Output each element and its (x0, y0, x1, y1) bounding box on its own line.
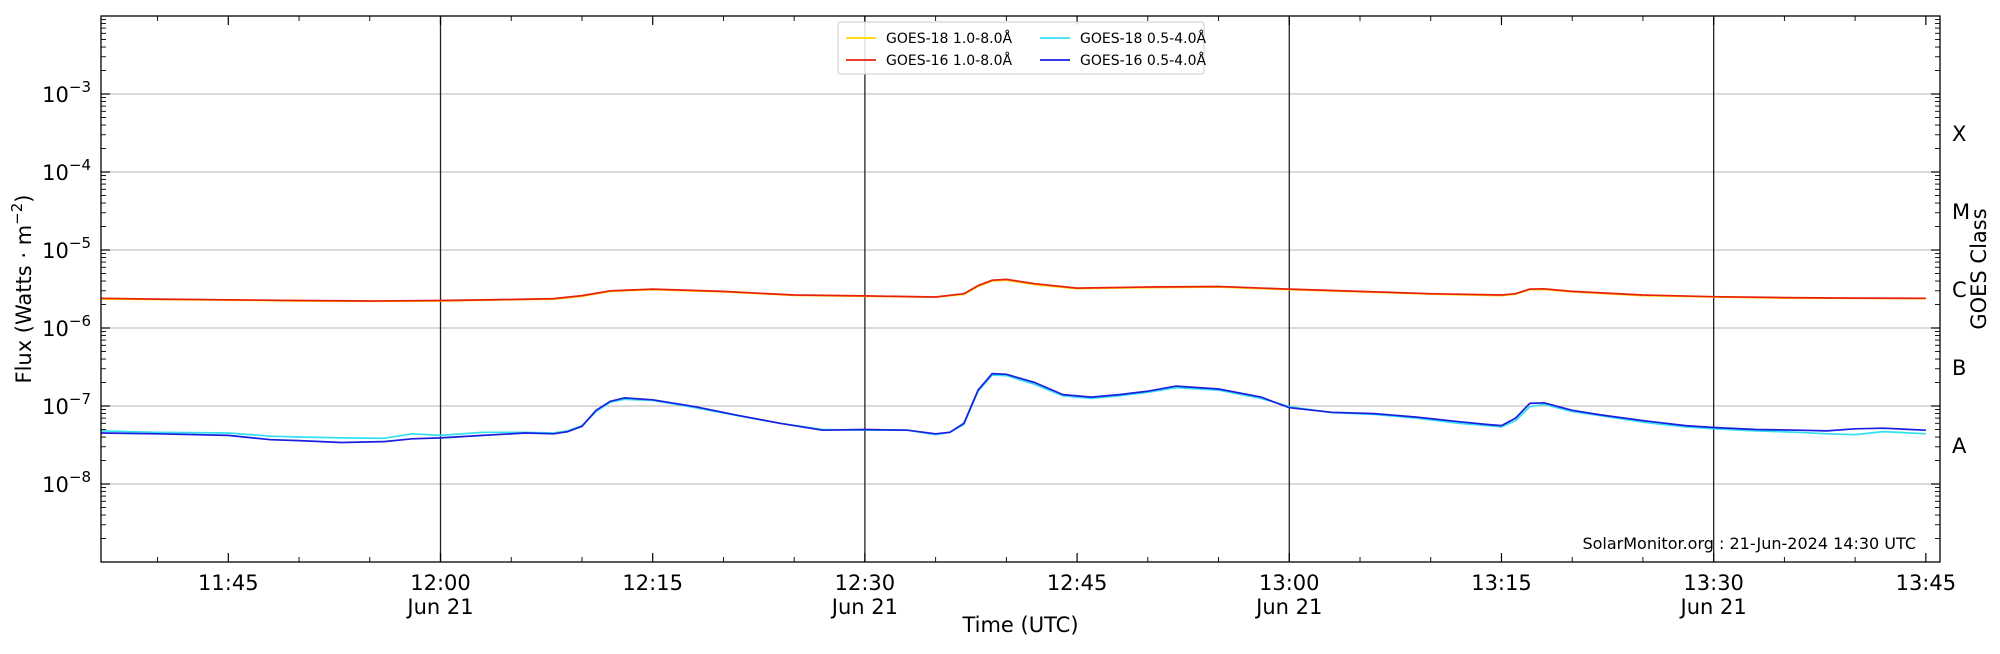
y-axis-label: Flux (Watts · m−2) (8, 194, 36, 383)
y-tick-base: 10 (42, 83, 69, 107)
y-tick-exponent: −3 (69, 78, 91, 96)
goes-class-label: C (1952, 278, 1967, 302)
goes-class-label: X (1952, 122, 1966, 146)
y-axis-label-suffix: ) (12, 194, 36, 202)
legend-label-1: GOES-18 1.0-8.0Å (886, 30, 1012, 47)
legend-label-2: GOES-16 1.0-8.0Å (886, 52, 1012, 69)
x-tick-date-label: Jun 21 (1679, 595, 1747, 619)
goes-class-label: B (1952, 356, 1966, 380)
x-tick-date-label: Jun 21 (405, 595, 473, 619)
legend-label-3: GOES-18 0.5-4.0Å (1080, 30, 1206, 47)
grid-layer (101, 93, 1940, 485)
y-axis-label-main: Flux (Watts · m (12, 225, 36, 384)
series-line-1 (100, 279, 1926, 303)
x-tick-label: 12:00 (410, 571, 471, 595)
y-tick-label: 10−7 (42, 390, 91, 419)
series-layer (100, 278, 1926, 444)
x-tick-label: 11:45 (198, 571, 259, 595)
y-tick-base: 10 (42, 395, 69, 419)
y-tick-label: 10−6 (42, 312, 91, 341)
y-tick-base: 10 (42, 239, 69, 263)
goes-class-label: A (1952, 434, 1967, 458)
x-tick-label: 13:45 (1896, 571, 1957, 595)
y-tick-label: 10−4 (42, 156, 91, 185)
y-tick-exponent: −6 (69, 312, 91, 330)
x-tick-label: 13:00 (1259, 571, 1320, 595)
series-line-4 (100, 372, 1926, 444)
x-tick-label: 13:30 (1683, 571, 1744, 595)
series-line-3 (100, 374, 1926, 440)
y-tick-exponent: −4 (69, 156, 91, 174)
x-tick-date-label: Jun 21 (1254, 595, 1322, 619)
x-tick-label: 12:45 (1047, 571, 1108, 595)
x-tick-label: 12:15 (622, 571, 683, 595)
y-tick-exponent: −5 (69, 234, 91, 252)
legend-items: GOES-18 1.0-8.0Å GOES-16 1.0-8.0Å GOES-18 … (846, 30, 1206, 69)
legend-box (837, 21, 1205, 75)
y-tick-base: 10 (42, 317, 69, 341)
legend: GOES-18 1.0-8.0Å GOES-16 1.0-8.0Å GOES-18 … (837, 21, 1206, 75)
y-tick-label: 10−3 (42, 78, 91, 107)
goes-class-axis-label: GOES Class (1967, 208, 1991, 329)
legend-label-4: GOES-16 0.5-4.0Å (1080, 52, 1206, 69)
x-tick-date-label: Jun 21 (830, 595, 898, 619)
y-tick-base: 10 (42, 473, 69, 497)
goes-class-label: M (1952, 200, 1970, 224)
y-tick-label: 10−8 (42, 468, 91, 497)
tick-layer (101, 16, 1940, 562)
x-tick-label: 13:15 (1471, 571, 1532, 595)
x-tick-label: 12:30 (835, 571, 896, 595)
y-tick-base: 10 (42, 161, 69, 185)
y-tick-exponent: −7 (69, 390, 91, 408)
y-tick-label: 10−5 (42, 234, 91, 263)
y-tick-exponent: −8 (69, 468, 91, 486)
credit-text: SolarMonitor.org : 21-Jun-2024 14:30 UTC (1582, 534, 1916, 553)
x-axis-label: Time (UTC) (961, 613, 1078, 637)
series-line-2 (100, 278, 1926, 302)
plot-frame (100, 15, 1941, 563)
y-axis-label-superscript: −2 (8, 203, 26, 225)
